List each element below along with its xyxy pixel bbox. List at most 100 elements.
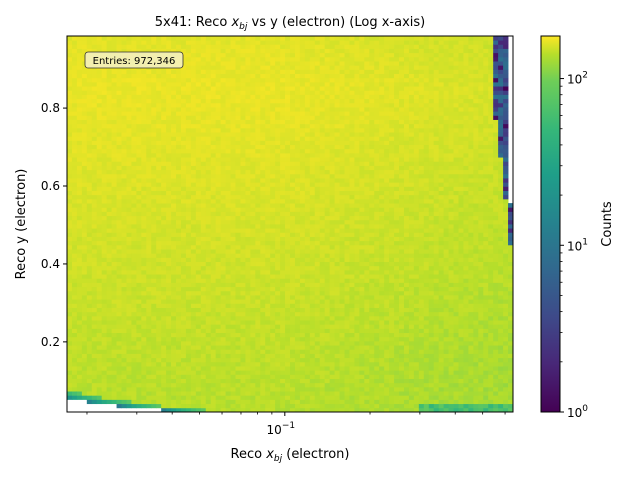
heatmap-cell bbox=[314, 374, 321, 379]
heatmap-cell bbox=[314, 224, 321, 229]
heatmap-cell bbox=[111, 345, 117, 350]
heatmap-cell bbox=[161, 111, 167, 116]
heatmap-cell bbox=[71, 261, 78, 267]
heatmap-cell bbox=[265, 215, 271, 221]
heatmap-cell bbox=[185, 286, 192, 292]
heatmap-cell bbox=[304, 232, 311, 237]
heatmap-cell bbox=[67, 203, 73, 208]
heatmap-cell bbox=[76, 190, 83, 196]
heatmap-cell bbox=[270, 374, 276, 379]
heatmap-cell bbox=[299, 299, 306, 304]
heatmap-cell bbox=[106, 307, 112, 313]
heatmap-cell bbox=[265, 340, 271, 346]
heatmap-cell bbox=[235, 265, 241, 271]
heatmap-cell bbox=[141, 173, 147, 179]
heatmap-cell bbox=[309, 98, 316, 104]
heatmap-cell bbox=[111, 240, 117, 246]
heatmap-cell bbox=[86, 90, 93, 95]
heatmap-cell bbox=[161, 178, 167, 183]
heatmap-cell bbox=[76, 303, 83, 308]
heatmap-cell bbox=[161, 215, 167, 221]
heatmap-cell bbox=[136, 349, 142, 354]
heatmap-cell bbox=[67, 211, 73, 217]
heatmap-cell bbox=[126, 98, 132, 104]
heatmap-cell bbox=[245, 324, 251, 329]
heatmap-cell bbox=[314, 111, 321, 116]
heatmap-cell bbox=[339, 257, 345, 262]
heatmap-cell bbox=[255, 336, 261, 342]
heatmap-cell bbox=[91, 257, 98, 262]
heatmap-cell bbox=[76, 336, 83, 342]
heatmap-cell bbox=[290, 240, 296, 246]
heatmap-cell bbox=[126, 328, 132, 334]
heatmap-cell bbox=[210, 340, 217, 346]
heatmap-cell bbox=[156, 244, 162, 250]
heatmap-cell bbox=[220, 36, 226, 41]
heatmap-cell bbox=[205, 236, 212, 242]
heatmap-cell bbox=[106, 69, 112, 74]
heatmap-cell bbox=[240, 165, 246, 171]
heatmap-cell bbox=[255, 123, 261, 129]
heatmap-cell bbox=[290, 386, 296, 392]
heatmap-cell bbox=[235, 366, 241, 371]
heatmap-cell bbox=[235, 178, 241, 183]
heatmap-cell bbox=[200, 236, 207, 242]
heatmap-cell bbox=[240, 102, 246, 108]
heatmap-cell bbox=[190, 286, 197, 292]
heatmap-cell bbox=[250, 336, 256, 342]
heatmap-cell bbox=[146, 366, 152, 371]
heatmap-cell bbox=[101, 123, 108, 129]
heatmap-cell bbox=[230, 36, 236, 41]
heatmap-cell bbox=[166, 349, 172, 354]
heatmap-cell bbox=[225, 115, 231, 120]
heatmap-cell bbox=[319, 52, 326, 58]
heatmap-cell bbox=[126, 244, 132, 250]
heatmap-cell bbox=[67, 132, 73, 137]
heatmap-cell bbox=[290, 56, 296, 62]
heatmap-cell bbox=[101, 203, 108, 208]
heatmap-cell bbox=[225, 361, 231, 367]
heatmap-cell bbox=[180, 244, 187, 250]
heatmap-cell bbox=[235, 86, 241, 91]
heatmap-cell bbox=[275, 232, 281, 237]
heatmap-cell bbox=[161, 349, 167, 354]
heatmap-cell bbox=[220, 148, 226, 154]
heatmap-cell bbox=[136, 361, 142, 367]
heatmap-cell bbox=[260, 257, 266, 262]
heatmap-cell bbox=[111, 178, 117, 183]
heatmap-cell bbox=[230, 366, 236, 371]
heatmap-cell bbox=[290, 224, 296, 229]
heatmap-cell bbox=[309, 119, 316, 125]
heatmap-cell bbox=[230, 386, 236, 392]
heatmap-cell bbox=[220, 244, 226, 250]
heatmap-cell bbox=[91, 228, 98, 233]
heatmap-cell bbox=[106, 140, 112, 146]
heatmap-cell bbox=[334, 73, 340, 79]
heatmap-cell bbox=[200, 203, 207, 208]
heatmap-cell bbox=[260, 111, 266, 116]
heatmap-cell bbox=[220, 253, 226, 258]
heatmap-cell bbox=[255, 403, 261, 409]
heatmap-cell bbox=[205, 169, 212, 175]
heatmap-cell bbox=[255, 190, 261, 196]
heatmap-cell bbox=[101, 165, 108, 171]
heatmap-cell bbox=[180, 140, 187, 146]
heatmap-cell bbox=[314, 353, 321, 359]
heatmap-cell bbox=[329, 345, 335, 350]
heatmap-cell bbox=[86, 115, 93, 120]
heatmap-cell bbox=[299, 48, 306, 54]
heatmap-cell bbox=[81, 161, 88, 166]
heatmap-cell bbox=[71, 186, 78, 191]
heatmap-cell bbox=[255, 98, 261, 104]
heatmap-cell bbox=[67, 349, 73, 354]
heatmap-cell bbox=[299, 198, 306, 204]
heatmap-cell bbox=[309, 278, 316, 283]
heatmap-cell bbox=[334, 198, 340, 204]
heatmap-cell bbox=[151, 161, 157, 166]
heatmap-cell bbox=[324, 173, 331, 179]
heatmap-cell bbox=[215, 40, 222, 45]
heatmap-cell bbox=[96, 290, 103, 296]
heatmap-cell bbox=[230, 407, 236, 413]
heatmap-cell bbox=[136, 353, 142, 359]
heatmap-cell bbox=[304, 61, 311, 66]
